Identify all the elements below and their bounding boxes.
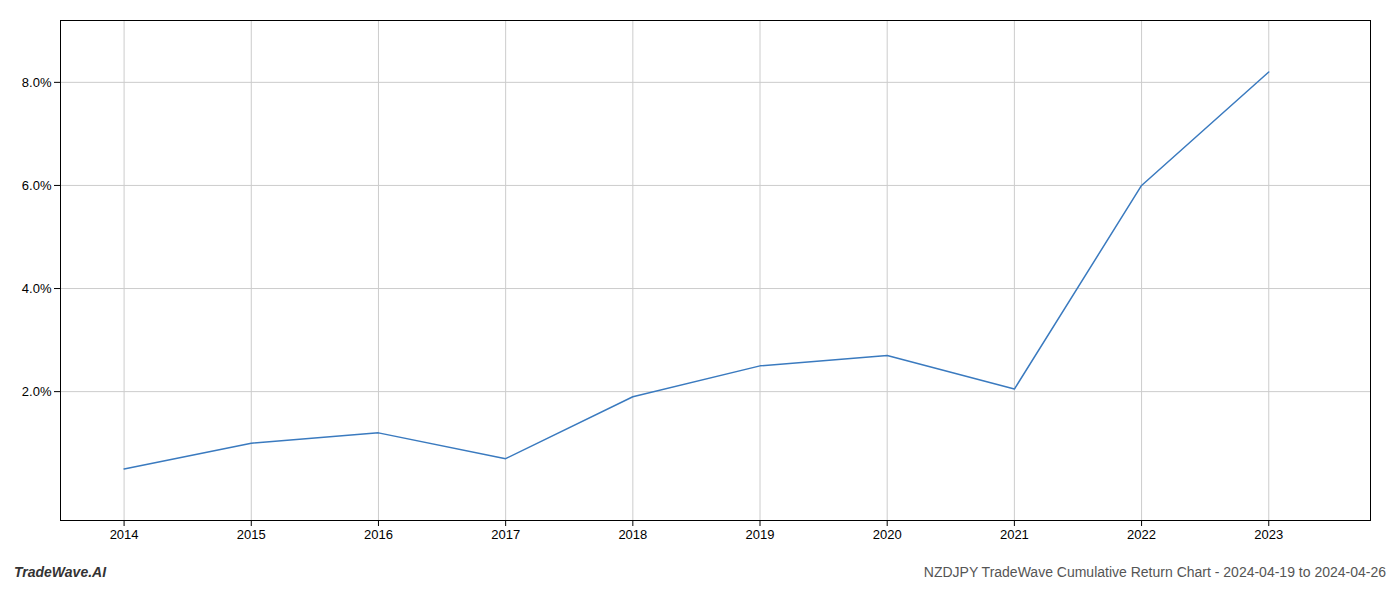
svg-text:2018: 2018: [618, 527, 647, 542]
svg-text:2.0%: 2.0%: [22, 384, 52, 399]
svg-text:2023: 2023: [1254, 527, 1283, 542]
svg-text:2017: 2017: [491, 527, 520, 542]
svg-text:2014: 2014: [110, 527, 139, 542]
svg-text:2022: 2022: [1127, 527, 1156, 542]
svg-text:2015: 2015: [237, 527, 266, 542]
html-text:TradeWave.AI: TradeWave.AI: [14, 564, 107, 580]
svg-text:2016: 2016: [364, 527, 393, 542]
html-text:NZDJPY TradeWave Cumulative Re: NZDJPY TradeWave Cumulative Return Chart…: [923, 564, 1386, 580]
svg-text:2020: 2020: [873, 527, 902, 542]
svg-text:2019: 2019: [746, 527, 775, 542]
svg-text:4.0%: 4.0%: [22, 281, 52, 296]
svg-text:8.0%: 8.0%: [22, 75, 52, 90]
svg-text:2021: 2021: [1000, 527, 1029, 542]
svg-text:6.0%: 6.0%: [22, 178, 52, 193]
